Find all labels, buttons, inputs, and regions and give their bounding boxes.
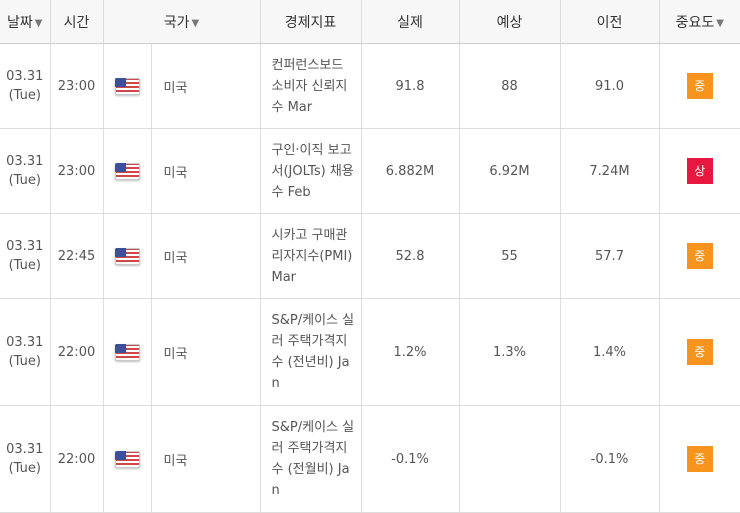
time-cell: 23:00 xyxy=(50,43,104,129)
actual-cell: -0.1% xyxy=(361,405,460,513)
country-column-header[interactable]: 국가 ▼ xyxy=(103,0,261,44)
date-cell: 03.31 (Tue) xyxy=(0,43,51,129)
forecast-cell: 88 xyxy=(459,43,561,129)
flag-cell xyxy=(103,298,152,406)
flag-cell xyxy=(103,405,152,513)
table-row: 03.31 (Tue) 22:00 미국 S&P/케이스 실러 주택가격지수 (전… xyxy=(0,298,740,406)
forecast-cell: 55 xyxy=(459,213,561,299)
previous-column-header: 이전 xyxy=(560,0,660,44)
table-row: 03.31 (Tue) 23:00 미국 구인·이직 보고서(JOLTs) 채용수… xyxy=(0,128,740,214)
date-cell: 03.31 (Tue) xyxy=(0,405,51,513)
country-cell: 미국 xyxy=(151,43,261,129)
importance-cell: 중 xyxy=(659,43,740,129)
table-row: 03.31 (Tue) 23:00 미국 컨퍼런스보드 소비자 신뢰지수 Mar … xyxy=(0,43,740,129)
indicator-cell[interactable]: 컨퍼런스보드 소비자 신뢰지수 Mar xyxy=(260,43,362,129)
us-flag-icon xyxy=(114,77,140,95)
actual-cell: 6.882M xyxy=(361,128,460,214)
previous-cell: 1.4% xyxy=(560,298,660,406)
indicator-cell[interactable]: S&P/케이스 실러 주택가격지수 (전월비) Jan xyxy=(260,405,362,513)
indicator-cell[interactable]: S&P/케이스 실러 주택가격지수 (전년비) Jan xyxy=(260,298,362,406)
sort-down-icon: ▼ xyxy=(716,17,724,29)
importance-cell: 중 xyxy=(659,298,740,406)
importance-column-header[interactable]: 중요도 ▼ xyxy=(659,0,740,44)
forecast-cell: 1.3% xyxy=(459,298,561,406)
previous-cell: 91.0 xyxy=(560,43,660,129)
flag-cell xyxy=(103,43,152,129)
indicator-column-header: 경제지표 xyxy=(260,0,362,44)
previous-cell: 7.24M xyxy=(560,128,660,214)
actual-column-header: 실제 xyxy=(361,0,460,44)
forecast-column-header: 예상 xyxy=(459,0,561,44)
importance-badge: 중 xyxy=(686,243,713,269)
time-cell: 22:45 xyxy=(50,213,104,299)
date-cell: 03.31 (Tue) xyxy=(0,298,51,406)
importance-cell: 중 xyxy=(659,213,740,299)
flag-cell xyxy=(103,213,152,299)
time-column-header: 시간 xyxy=(50,0,104,44)
us-flag-icon xyxy=(114,162,140,180)
forecast-cell: 6.92M xyxy=(459,128,561,214)
time-cell: 22:00 xyxy=(50,405,104,513)
us-flag-icon xyxy=(114,247,140,265)
date-column-header[interactable]: 날짜 ▼ xyxy=(0,0,51,44)
previous-cell: -0.1% xyxy=(560,405,660,513)
forecast-cell xyxy=(459,405,561,513)
importance-badge: 상 xyxy=(686,158,713,184)
sort-down-icon: ▼ xyxy=(34,17,43,29)
sort-down-icon: ▼ xyxy=(191,17,200,29)
time-cell: 22:00 xyxy=(50,298,104,406)
previous-cell: 57.7 xyxy=(560,213,660,299)
actual-cell: 91.8 xyxy=(361,43,460,129)
importance-badge: 중 xyxy=(686,446,713,472)
importance-cell: 상 xyxy=(659,128,740,214)
importance-badge: 중 xyxy=(686,339,713,365)
date-cell: 03.31 (Tue) xyxy=(0,213,51,299)
header-row: 날짜 ▼ 시간 국가 ▼ 경제지표 실제 예상 이전 중요도 ▼ xyxy=(0,0,740,44)
date-cell: 03.31 (Tue) xyxy=(0,128,51,214)
actual-cell: 52.8 xyxy=(361,213,460,299)
time-cell: 23:00 xyxy=(50,128,104,214)
table-row: 03.31 (Tue) 22:00 미국 S&P/케이스 실러 주택가격지수 (전… xyxy=(0,405,740,513)
country-cell: 미국 xyxy=(151,128,261,214)
country-cell: 미국 xyxy=(151,405,261,513)
importance-cell: 중 xyxy=(659,405,740,513)
us-flag-icon xyxy=(114,450,140,468)
actual-cell: 1.2% xyxy=(361,298,460,406)
table-row: 03.31 (Tue) 22:45 미국 시카고 구매관리자지수(PMI) Mar… xyxy=(0,213,740,299)
country-cell: 미국 xyxy=(151,213,261,299)
us-flag-icon xyxy=(114,343,140,361)
indicator-cell[interactable]: 구인·이직 보고서(JOLTs) 채용수 Feb xyxy=(260,128,362,214)
importance-badge: 중 xyxy=(686,73,713,99)
flag-cell xyxy=(103,128,152,214)
country-cell: 미국 xyxy=(151,298,261,406)
indicator-cell[interactable]: 시카고 구매관리자지수(PMI) Mar xyxy=(260,213,362,299)
